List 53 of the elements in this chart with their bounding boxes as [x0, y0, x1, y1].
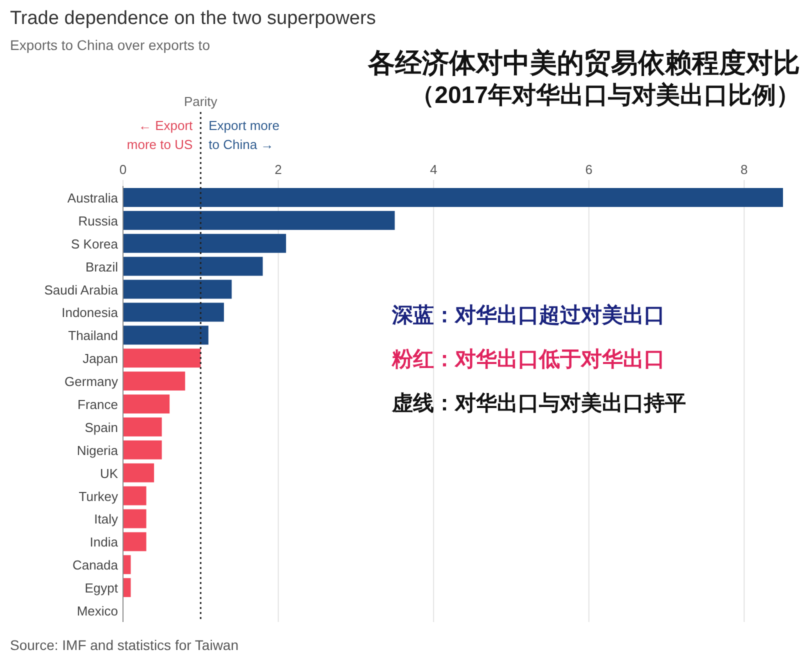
chart-title: Trade dependence on the two superpowers — [10, 8, 376, 29]
chart-subtitle: Exports to China over exports to — [10, 37, 210, 53]
y-tick-label: Canada — [72, 558, 119, 573]
y-tick-label: UK — [100, 466, 118, 481]
bar — [123, 326, 208, 345]
x-tick-label: 6 — [585, 162, 592, 177]
x-tick-label: 4 — [430, 162, 438, 177]
bar — [123, 348, 201, 368]
bar — [123, 463, 154, 482]
bar — [123, 280, 232, 299]
x-tick-label: 2 — [274, 162, 282, 177]
bar — [123, 256, 263, 276]
text: （2017年对华出口与对美出口比例） — [410, 81, 800, 109]
bar — [123, 394, 170, 414]
bar — [123, 302, 224, 322]
bar — [123, 234, 286, 253]
y-tick-label: France — [78, 397, 118, 412]
text: ← Export more to US — [126, 118, 194, 152]
text: 各经济体对中美的贸易依赖程度对比 — [367, 48, 800, 78]
bar — [123, 509, 146, 528]
y-tick-label: Germany — [64, 374, 118, 390]
text: Export more to China → — [208, 118, 280, 152]
bar — [123, 417, 162, 436]
x-tick-label: 8 — [740, 162, 748, 177]
y-tick-label: Russia — [78, 213, 119, 228]
bar — [123, 440, 162, 460]
y-tick-label: Australia — [67, 190, 119, 206]
y-tick-label: S Korea — [71, 236, 119, 252]
y-tick-label: India — [90, 534, 119, 550]
y-tick-label: Indonesia — [62, 305, 119, 320]
bar — [123, 486, 146, 506]
y-tick-label: Italy — [94, 512, 118, 527]
bar — [123, 188, 783, 207]
y-tick-label: Nigeria — [76, 442, 119, 458]
ref-line-label: Parity — [184, 94, 218, 109]
annotation: 深蓝：对华出口超过对美出口 — [391, 303, 665, 327]
y-tick-label: Japan — [82, 351, 118, 366]
x-tick-label: 0 — [119, 162, 127, 177]
y-tick-label: Mexico — [76, 604, 118, 619]
bar — [123, 532, 146, 552]
bar — [123, 372, 186, 391]
y-tick-label: Turkey — [78, 488, 118, 504]
y-tick-label: Egypt — [84, 580, 118, 596]
y-tick-label: Saudi Arabia — [44, 282, 119, 298]
annotation: 粉红：对华出口低于对华出口 — [391, 348, 665, 371]
bar — [123, 578, 131, 598]
y-tick-label: Thailand — [68, 328, 118, 344]
bar — [123, 555, 131, 574]
source-note: Source: IMF and statistics for Taiwan — [10, 637, 238, 653]
bar — [123, 210, 395, 230]
y-tick-label: Spain — [84, 420, 118, 435]
annotation: 虚线：对华出口与对美出口持平 — [391, 391, 686, 415]
y-tick-label: Brazil — [85, 259, 118, 274]
